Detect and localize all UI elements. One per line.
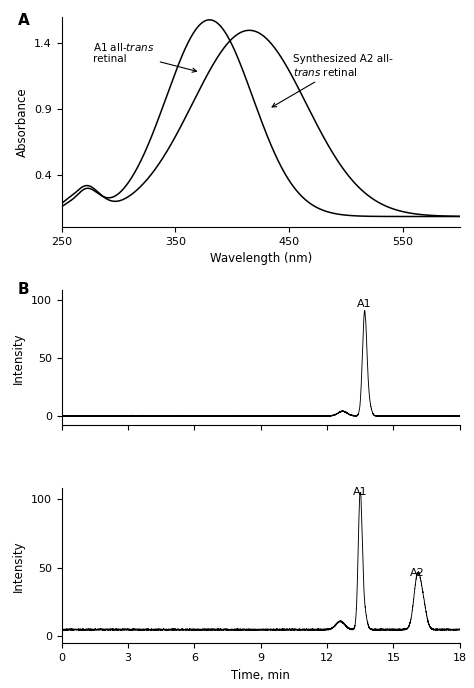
Y-axis label: Absorbance: Absorbance [16, 87, 28, 157]
Text: A1 all-$\it{trans}$
retinal: A1 all-$\it{trans}$ retinal [93, 41, 197, 72]
Text: A: A [18, 13, 29, 28]
Text: A2: A2 [410, 568, 425, 577]
Text: Synthesized A2 all-
$\it{trans}$ retinal: Synthesized A2 all- $\it{trans}$ retinal [272, 54, 392, 107]
Y-axis label: Intensity: Intensity [12, 540, 25, 592]
X-axis label: Time, min: Time, min [231, 669, 290, 682]
Text: A1: A1 [357, 299, 372, 309]
Text: A1: A1 [353, 486, 367, 497]
Text: B: B [18, 282, 29, 297]
X-axis label: Wavelength (nm): Wavelength (nm) [210, 252, 312, 266]
Y-axis label: Intensity: Intensity [12, 332, 25, 383]
